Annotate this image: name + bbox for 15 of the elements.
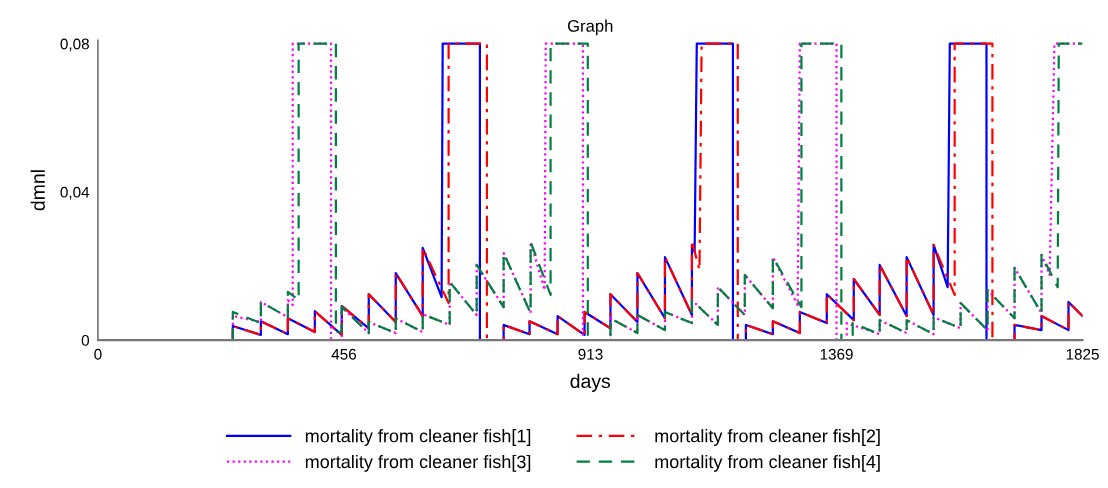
legend-label: mortality from cleaner fish[3] bbox=[305, 454, 531, 472]
y-axis-title: dmnl bbox=[30, 170, 45, 211]
x-tick-label: 913 bbox=[578, 348, 603, 360]
legend-label: mortality from cleaner fish[4] bbox=[655, 454, 880, 472]
x-tick-label: 1825 bbox=[1066, 348, 1099, 360]
y-tick-label: 0,04 bbox=[60, 186, 90, 200]
x-tick-label: 0 bbox=[94, 348, 102, 360]
y-tick-label: 0 bbox=[81, 335, 90, 346]
x-axis-title: days bbox=[570, 373, 611, 392]
y-tick-label: 0,08 bbox=[60, 38, 89, 52]
x-tick-label: 456 bbox=[331, 348, 357, 360]
legend-label: mortality from cleaner fish[1] bbox=[305, 429, 531, 446]
legend-label: mortality from cleaner fish[2] bbox=[655, 429, 880, 446]
x-tick-label: 1369 bbox=[820, 348, 853, 360]
chart-title: Graph bbox=[567, 19, 613, 36]
